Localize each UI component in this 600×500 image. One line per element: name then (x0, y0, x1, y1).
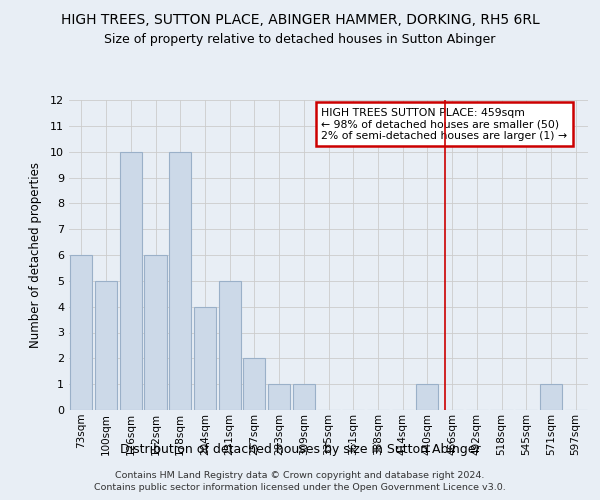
Bar (194, 306, 216, 410)
Bar (145, 255, 167, 410)
Text: Contains public sector information licensed under the Open Government Licence v3: Contains public sector information licen… (94, 484, 506, 492)
Bar (95, 281, 117, 410)
Text: HIGH TREES SUTTON PLACE: 459sqm
← 98% of detached houses are smaller (50)
2% of : HIGH TREES SUTTON PLACE: 459sqm ← 98% of… (321, 108, 567, 141)
Bar (119, 152, 142, 410)
Bar (268, 384, 290, 410)
Bar (243, 358, 265, 410)
Bar (169, 152, 191, 410)
Text: HIGH TREES, SUTTON PLACE, ABINGER HAMMER, DORKING, RH5 6RL: HIGH TREES, SUTTON PLACE, ABINGER HAMMER… (61, 12, 539, 26)
Bar (70, 255, 92, 410)
Bar (293, 384, 315, 410)
Bar (218, 281, 241, 410)
Text: Size of property relative to detached houses in Sutton Abinger: Size of property relative to detached ho… (104, 32, 496, 46)
Bar (416, 384, 439, 410)
Bar (540, 384, 562, 410)
Y-axis label: Number of detached properties: Number of detached properties (29, 162, 41, 348)
Text: Distribution of detached houses by size in Sutton Abinger: Distribution of detached houses by size … (119, 442, 481, 456)
Text: Contains HM Land Registry data © Crown copyright and database right 2024.: Contains HM Land Registry data © Crown c… (115, 471, 485, 480)
